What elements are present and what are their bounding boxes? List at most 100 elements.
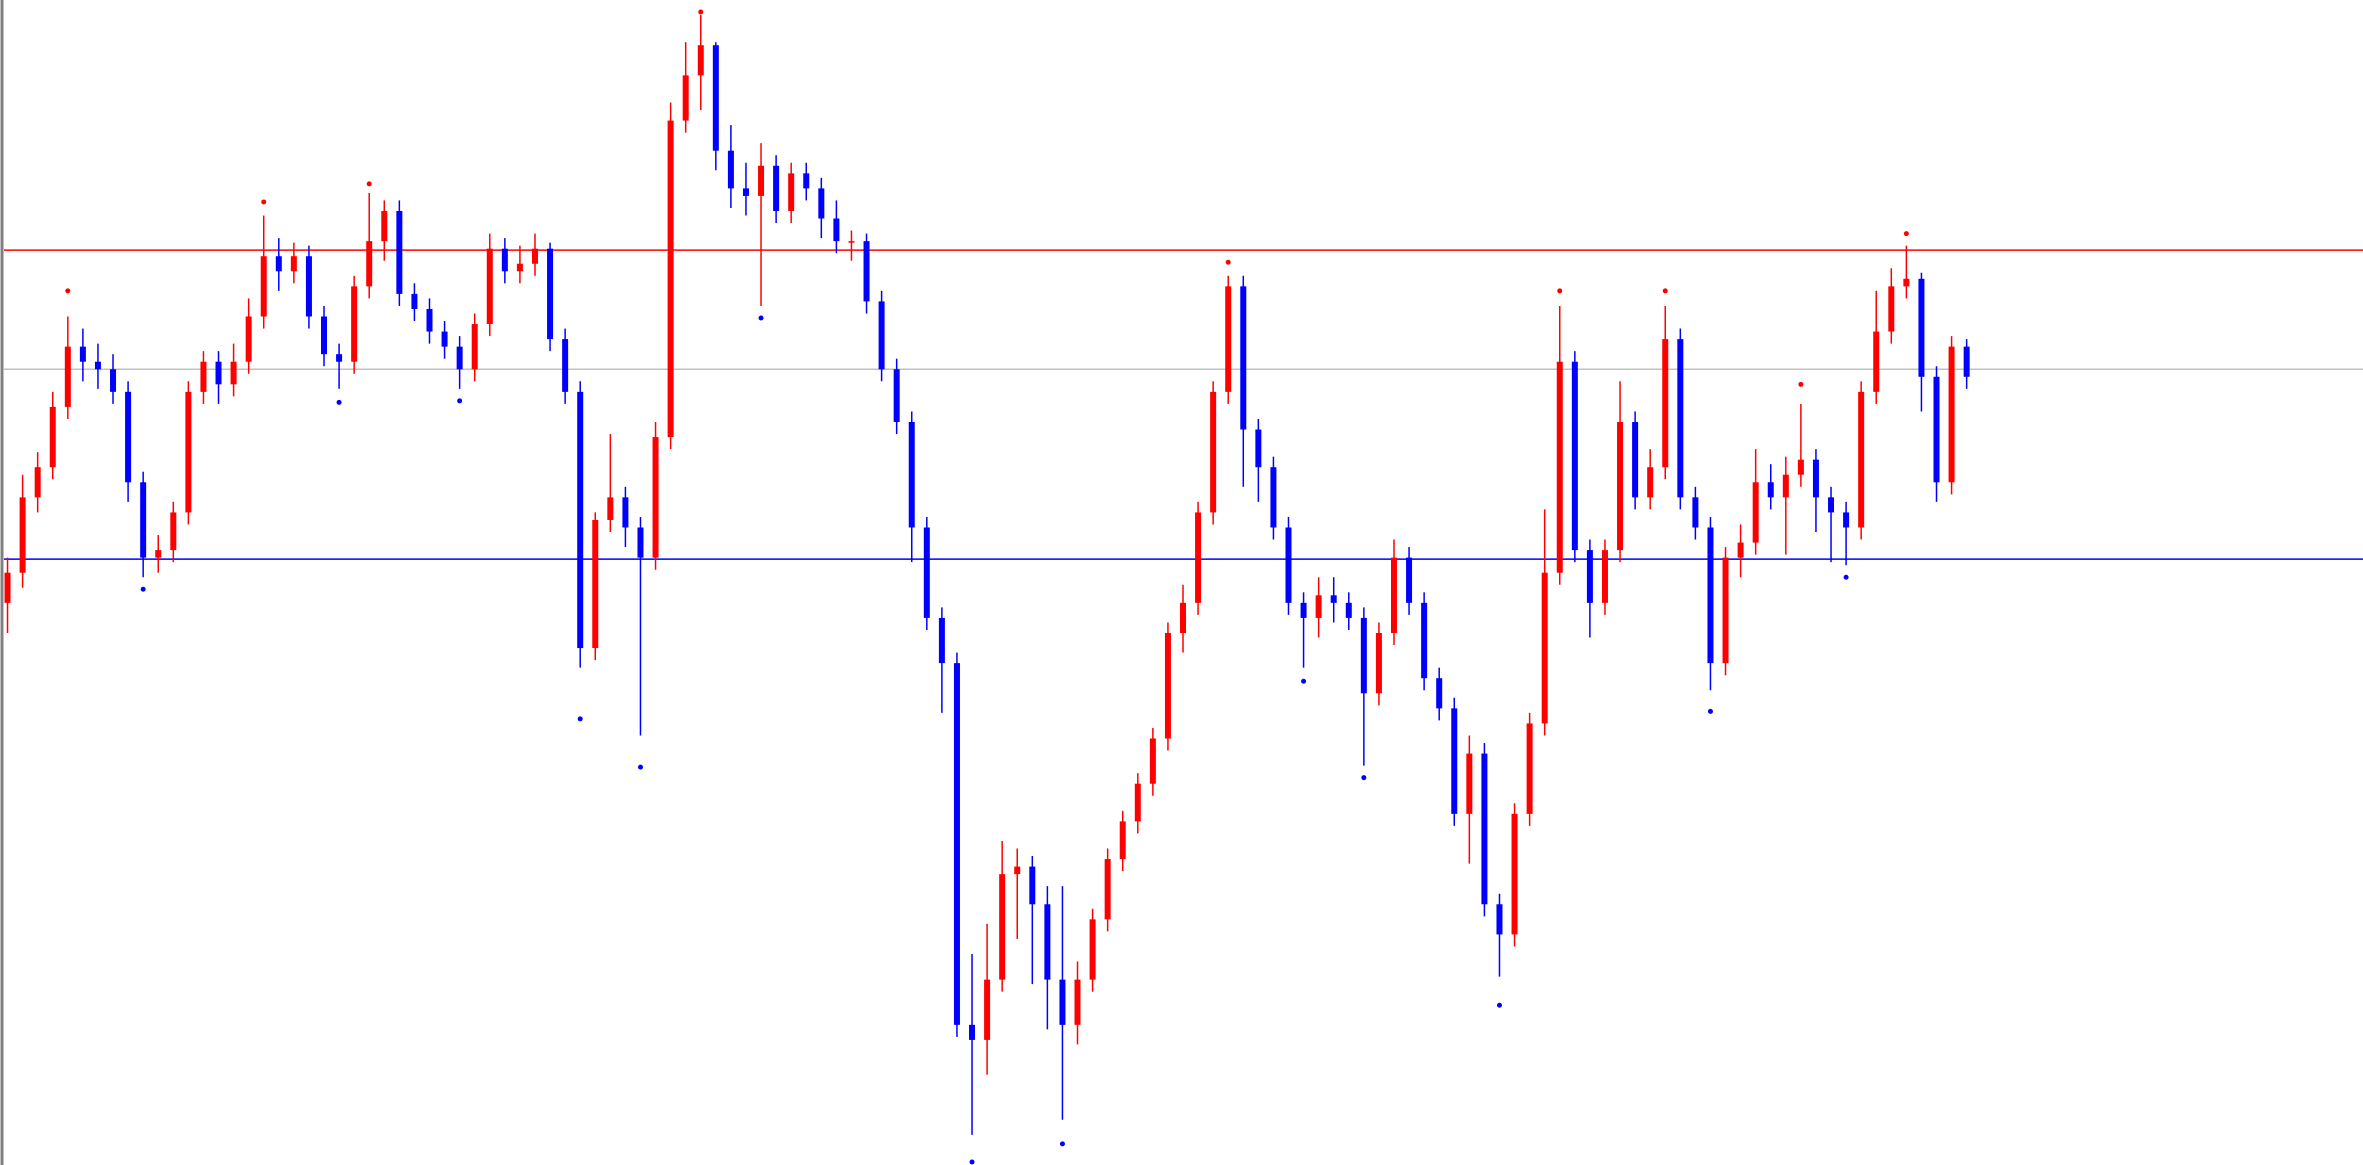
candle-body: [275, 256, 282, 272]
lower-dot: [457, 398, 463, 404]
candle-body: [893, 369, 900, 422]
candle-body: [1406, 557, 1413, 603]
lower-dot: [1707, 708, 1713, 714]
candle-body: [758, 165, 765, 196]
upper-dot: [1225, 259, 1231, 265]
candle-body: [727, 150, 734, 189]
lower-dot: [140, 586, 146, 592]
candle-body: [1812, 459, 1819, 498]
upper-dot: [366, 181, 372, 187]
candle-body: [1858, 391, 1865, 528]
candle-body: [1752, 482, 1759, 543]
upper-dot: [1662, 288, 1668, 294]
candle-body: [1330, 595, 1337, 603]
candle-body: [1375, 632, 1382, 694]
candle-body: [622, 497, 629, 528]
candle-body: [200, 361, 207, 392]
candle-body: [336, 354, 343, 362]
candle-body: [185, 391, 192, 513]
candle-body: [1059, 979, 1066, 1025]
candle-body: [366, 241, 373, 287]
candle-body: [1345, 602, 1352, 618]
candle-body: [1285, 527, 1292, 603]
candle-body: [953, 663, 960, 1025]
candle-body: [938, 617, 945, 664]
candle-body: [351, 286, 358, 362]
candle-body: [923, 527, 930, 618]
candle-body: [984, 979, 991, 1040]
candle-body: [140, 482, 147, 558]
candle-body: [1360, 617, 1367, 694]
candle-body: [501, 248, 508, 272]
candle-body: [1210, 391, 1217, 513]
candle-body: [1948, 346, 1955, 483]
candle-body: [818, 188, 825, 219]
candle-body: [1903, 278, 1910, 287]
upper-dot: [261, 199, 267, 205]
candle-body: [1481, 753, 1488, 905]
candle-body: [110, 369, 117, 392]
candle-body: [577, 391, 584, 649]
lower-dot: [1496, 1002, 1502, 1008]
candle-body: [155, 550, 162, 558]
candle-body: [1526, 723, 1533, 814]
candle-body: [170, 512, 177, 551]
candle-body: [321, 316, 328, 355]
candle-body: [516, 263, 523, 272]
candle-body: [1888, 286, 1895, 332]
candle-body: [1014, 866, 1021, 875]
candle-body: [396, 210, 403, 294]
candle-body: [637, 527, 644, 558]
candle-body: [1586, 550, 1593, 603]
candle-body: [19, 497, 26, 573]
candle-body: [411, 293, 418, 309]
candle-body: [1828, 497, 1835, 513]
candle-body: [456, 346, 463, 370]
lower-dot: [577, 716, 583, 722]
candle-body: [94, 361, 101, 370]
candle-body: [908, 421, 915, 528]
candle-body: [245, 316, 252, 362]
lower-dot: [758, 315, 764, 321]
candle-body: [4, 572, 11, 603]
candle-body: [1195, 512, 1202, 603]
candle-body: [969, 1024, 976, 1040]
candle-body: [1180, 602, 1187, 633]
candle-body: [1782, 474, 1789, 498]
candle-body: [1240, 286, 1247, 430]
candle-body: [788, 173, 795, 211]
candle-body: [426, 308, 433, 332]
candle-body: [215, 361, 222, 385]
candle-body: [230, 361, 237, 385]
candle-body: [64, 346, 71, 407]
candle-body: [803, 173, 810, 189]
candle-body: [1632, 421, 1639, 498]
candle-body: [1737, 542, 1744, 558]
candle-body: [1692, 497, 1699, 528]
candle-body: [1134, 783, 1141, 822]
candle-body: [1647, 467, 1654, 498]
candle-body: [471, 324, 478, 370]
lower-dot: [336, 399, 342, 405]
candle-body: [1089, 919, 1096, 980]
candle-body: [547, 248, 554, 340]
candle-body: [381, 210, 388, 242]
candle-body: [1933, 376, 1940, 483]
candle-body: [1119, 821, 1126, 860]
upper-dot: [1557, 288, 1563, 294]
candle-body: [1496, 904, 1503, 935]
candle-body: [712, 45, 719, 151]
lower-dot: [1843, 574, 1849, 580]
candle-body: [848, 241, 855, 243]
candle-body: [682, 75, 689, 121]
upper-dot: [65, 288, 71, 294]
candle-body: [1601, 550, 1608, 603]
candle-body: [1315, 595, 1322, 618]
candle-body: [1044, 904, 1051, 980]
candle-body: [999, 874, 1006, 980]
candle-body: [1662, 339, 1669, 468]
candle-body: [833, 218, 840, 242]
lower-dot: [637, 764, 643, 770]
candle-body: [1677, 339, 1684, 498]
